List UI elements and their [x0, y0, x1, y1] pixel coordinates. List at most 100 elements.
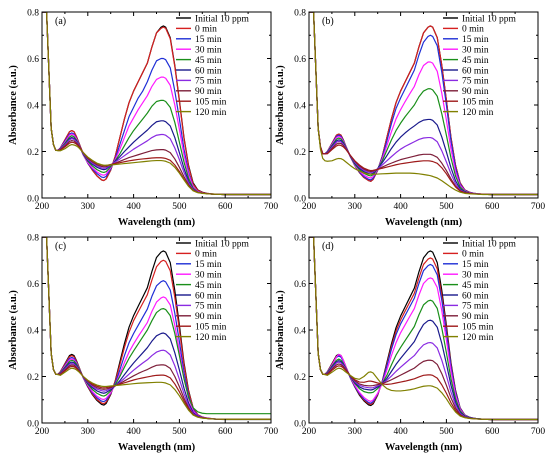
plot-frame [308, 11, 539, 199]
series-line-1 [42, 12, 271, 196]
legend-label-2: 15 min [195, 35, 222, 45]
legend-label-3: 30 min [195, 46, 222, 56]
x-tick-label: 400 [126, 427, 141, 437]
legend-label-6: 75 min [462, 77, 489, 87]
x-tick-label: 500 [439, 202, 454, 212]
series-line-8 [42, 12, 271, 196]
legend-label-0: Initial 10 ppm [462, 14, 516, 24]
legend-label-9: 120 min [462, 108, 494, 118]
x-tick-label: 600 [218, 202, 233, 212]
y-axis-title: Absorbance (a.u.) [275, 290, 286, 370]
y-tick-label: 0.4 [294, 326, 306, 336]
legend-label-3: 30 min [462, 271, 489, 281]
x-axis-title: Wavelength (nm) [385, 217, 463, 228]
series-lines [42, 237, 271, 421]
x-tick-label: 200 [302, 427, 317, 437]
y-tick-label: 0.2 [27, 148, 39, 158]
legend-label-7: 90 min [462, 87, 489, 97]
series-line-5 [42, 12, 271, 196]
y-axis-title: Absorbance (a.u.) [8, 290, 19, 370]
series-line-3 [42, 12, 271, 196]
panel-label: (c) [55, 241, 66, 252]
legend-label-8: 105 min [195, 98, 227, 108]
x-tick-label: 300 [348, 202, 363, 212]
legend-label-7: 90 min [195, 87, 222, 97]
series-line-1 [42, 237, 271, 420]
legend-label-2: 15 min [462, 35, 489, 45]
series-lines [42, 12, 271, 196]
legend-label-4: 45 min [195, 281, 222, 291]
legend-label-1: 0 min [195, 25, 217, 35]
y-tick-label: 0.6 [294, 55, 306, 65]
series-line-6 [42, 237, 271, 420]
x-tick-label: 300 [348, 427, 363, 437]
series-line-2 [42, 12, 271, 196]
chart-panel-d: 200 300 400 500 600 700 0.0 0.2 0.4 0.6 0.8 Wavelen… [275, 233, 545, 453]
y-axis-title: Absorbance (a.u.) [275, 65, 286, 145]
legend-label-0: Initial 10 ppm [462, 239, 516, 249]
y-tick-label: 0.4 [27, 101, 39, 111]
x-tick-label: 700 [531, 202, 546, 212]
y-tick-label: 0.8 [294, 233, 306, 243]
x-tick-label: 200 [35, 427, 50, 437]
y-tick-label: 0.0 [27, 419, 39, 429]
chart-panel-b: 200 300 400 500 600 700 0.0 0.2 0.4 0.6 0.8 Wavelen… [275, 8, 545, 228]
y-tick-label: 0.4 [27, 326, 39, 336]
legend-label-6: 75 min [195, 77, 222, 87]
y-tick-label: 0.0 [27, 194, 39, 204]
x-tick-label: 500 [172, 427, 187, 437]
x-tick-label: 200 [35, 202, 50, 212]
series-lines [309, 237, 538, 421]
legend-label-9: 120 min [195, 333, 227, 343]
legend-label-8: 105 min [462, 323, 494, 333]
series-line-7 [42, 12, 271, 196]
x-tick-label: 300 [81, 427, 96, 437]
y-tick-label: 0.0 [294, 419, 306, 429]
series-line-6 [42, 12, 271, 196]
series-line-2 [309, 12, 538, 196]
y-axis-title: Absorbance (a.u.) [8, 65, 19, 145]
legend-label-5: 60 min [195, 66, 222, 76]
series-line-0 [309, 12, 538, 196]
y-tick-label: 0.4 [294, 101, 306, 111]
series-line-1 [309, 12, 538, 196]
legend-label-0: Initial 10 ppm [195, 14, 249, 24]
legend-label-1: 0 min [462, 250, 484, 260]
plot-frame [41, 11, 272, 199]
series-line-1 [309, 237, 538, 421]
series-line-4 [42, 237, 271, 415]
y-tick-label: 0.6 [27, 55, 39, 65]
legend-label-5: 60 min [462, 66, 489, 76]
chart-panel-a: 200 300 400 500 600 700 0.0 0.2 0.4 0.6 0.8 Wavelen… [8, 8, 278, 228]
legend-label-8: 105 min [462, 98, 494, 108]
y-tick-label: 0.6 [27, 280, 39, 290]
series-line-9 [42, 237, 271, 420]
legend-label-7: 90 min [462, 312, 489, 322]
legend-label-5: 60 min [195, 291, 222, 301]
y-tick-label: 0.0 [294, 194, 306, 204]
y-tick-label: 0.8 [294, 8, 306, 18]
x-tick-label: 300 [81, 202, 96, 212]
series-lines [309, 12, 538, 196]
x-tick-label: 600 [485, 427, 500, 437]
x-tick-label: 700 [531, 427, 546, 437]
y-tick-label: 0.2 [27, 373, 39, 383]
series-line-8 [42, 237, 271, 420]
series-line-9 [42, 12, 271, 196]
legend-label-7: 90 min [195, 312, 222, 322]
series-line-0 [42, 237, 271, 421]
legend-label-2: 15 min [195, 260, 222, 270]
x-axis-title: Wavelength (nm) [385, 442, 463, 453]
y-tick-label: 0.6 [294, 280, 306, 290]
legend-label-6: 75 min [462, 302, 489, 312]
legend-label-4: 45 min [462, 281, 489, 291]
series-line-3 [309, 12, 538, 196]
legend-label-6: 75 min [195, 302, 222, 312]
series-line-0 [42, 12, 271, 196]
panel-label: (a) [55, 16, 66, 27]
plot-frame [41, 236, 272, 424]
chart-panel-c: 200 300 400 500 600 700 0.0 0.2 0.4 0.6 0.8 Wavelen… [8, 233, 278, 453]
x-tick-label: 400 [393, 427, 408, 437]
series-line-3 [42, 237, 271, 420]
